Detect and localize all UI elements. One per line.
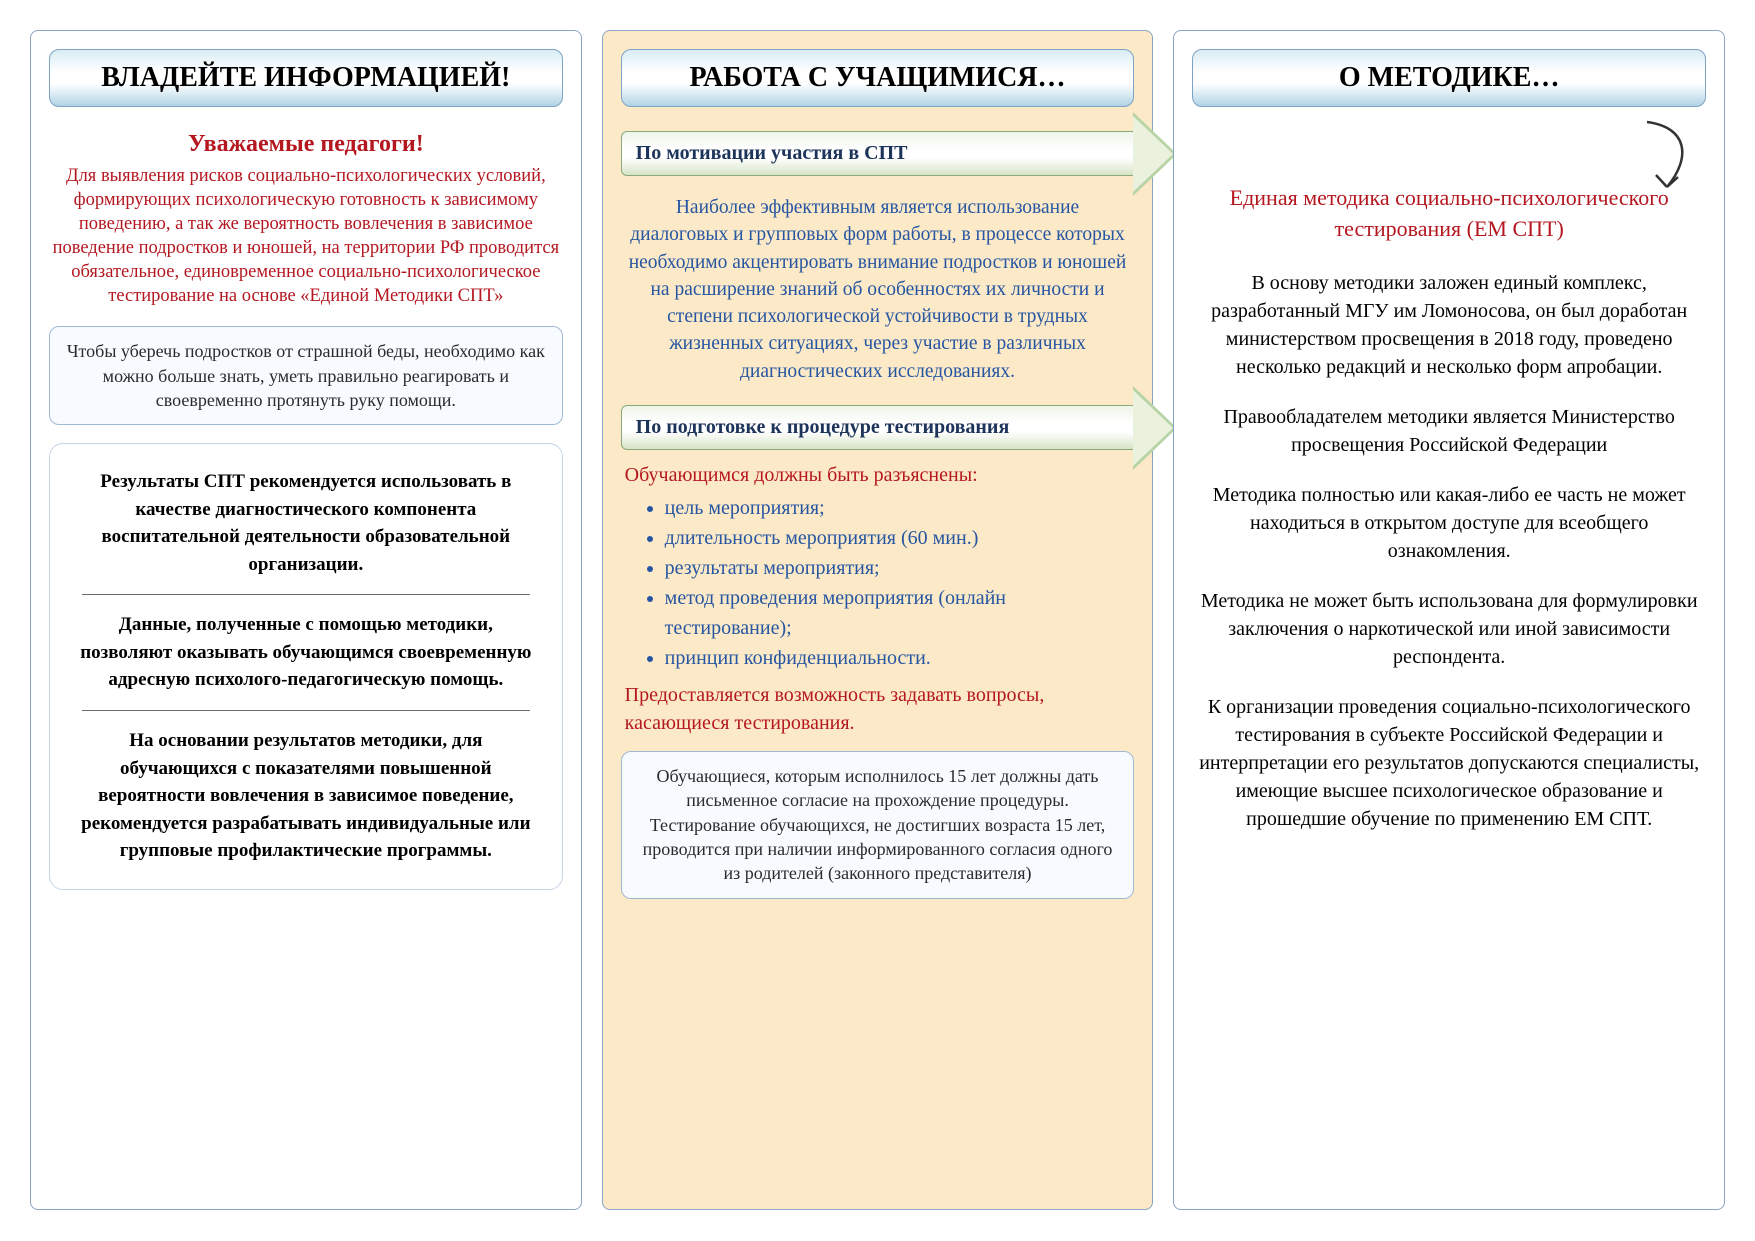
card-paragraph-2: Данные, полученные с помощью методики, п… <box>72 611 540 694</box>
tri-fold-brochure: ВЛАДЕЙТЕ ИНФОРМАЦИЕЙ! Уважаемые педагоги… <box>30 30 1725 1210</box>
motivation-paragraph: Наиболее эффективным является использова… <box>621 190 1135 395</box>
explain-title: Обучающимся должны быть разъяснены: <box>625 464 1135 487</box>
panel-right: О МЕТОДИКЕ… Единая методика социально-пс… <box>1173 30 1725 1210</box>
intro-paragraph: Для выявления рисков социально-психологи… <box>49 164 563 308</box>
right-paragraph-3: Методика полностью или какая-либо ее час… <box>1192 481 1706 565</box>
right-paragraph-2: Правообладателем методики является Минис… <box>1192 403 1706 459</box>
explain-list: цель мероприятия; длительность мероприят… <box>621 493 1135 673</box>
list-item: метод проведения мероприятия (онлайн тес… <box>665 583 1135 643</box>
card-paragraph-3: На основании результатов методики, для о… <box>72 727 540 865</box>
right-paragraph-1: В основу методики заложен единый комплек… <box>1192 269 1706 381</box>
panel-middle-header: РАБОТА С УЧАЩИМИСЯ… <box>621 49 1135 107</box>
methodology-title: Единая методика социально-психологическо… <box>1192 183 1706 245</box>
list-item: длительность мероприятия (60 мин.) <box>665 523 1135 553</box>
divider <box>82 594 530 595</box>
advice-box: Чтобы уберечь подростков от страшной бед… <box>49 326 563 425</box>
curved-arrow-icon <box>1632 117 1702 207</box>
list-item: принцип конфиденциальности. <box>665 643 1135 673</box>
followup-text: Предоставляется возможность задавать воп… <box>625 681 1131 737</box>
salutation: Уважаемые педагоги! <box>49 131 563 158</box>
arrow-motivation: По мотивации участия в СПТ <box>621 131 1135 176</box>
right-paragraph-5: К организации проведения социально-психо… <box>1192 693 1706 833</box>
panel-left: ВЛАДЕЙТЕ ИНФОРМАЦИЕЙ! Уважаемые педагоги… <box>30 30 582 1210</box>
arrow-preparation: По подготовке к процедуре тестирования <box>621 405 1135 450</box>
panel-right-header: О МЕТОДИКЕ… <box>1192 49 1706 107</box>
recommendations-card: Результаты СПТ рекомендуется использоват… <box>49 443 563 890</box>
divider <box>82 710 530 711</box>
consent-box: Обучающиеся, которым исполнилось 15 лет … <box>621 751 1135 898</box>
right-paragraph-4: Методика не может быть использована для … <box>1192 587 1706 671</box>
panel-middle: РАБОТА С УЧАЩИМИСЯ… По мотивации участия… <box>602 30 1154 1210</box>
panel-left-header: ВЛАДЕЙТЕ ИНФОРМАЦИЕЙ! <box>49 49 563 107</box>
list-item: результаты мероприятия; <box>665 553 1135 583</box>
list-item: цель мероприятия; <box>665 493 1135 523</box>
card-paragraph-1: Результаты СПТ рекомендуется использоват… <box>72 468 540 578</box>
